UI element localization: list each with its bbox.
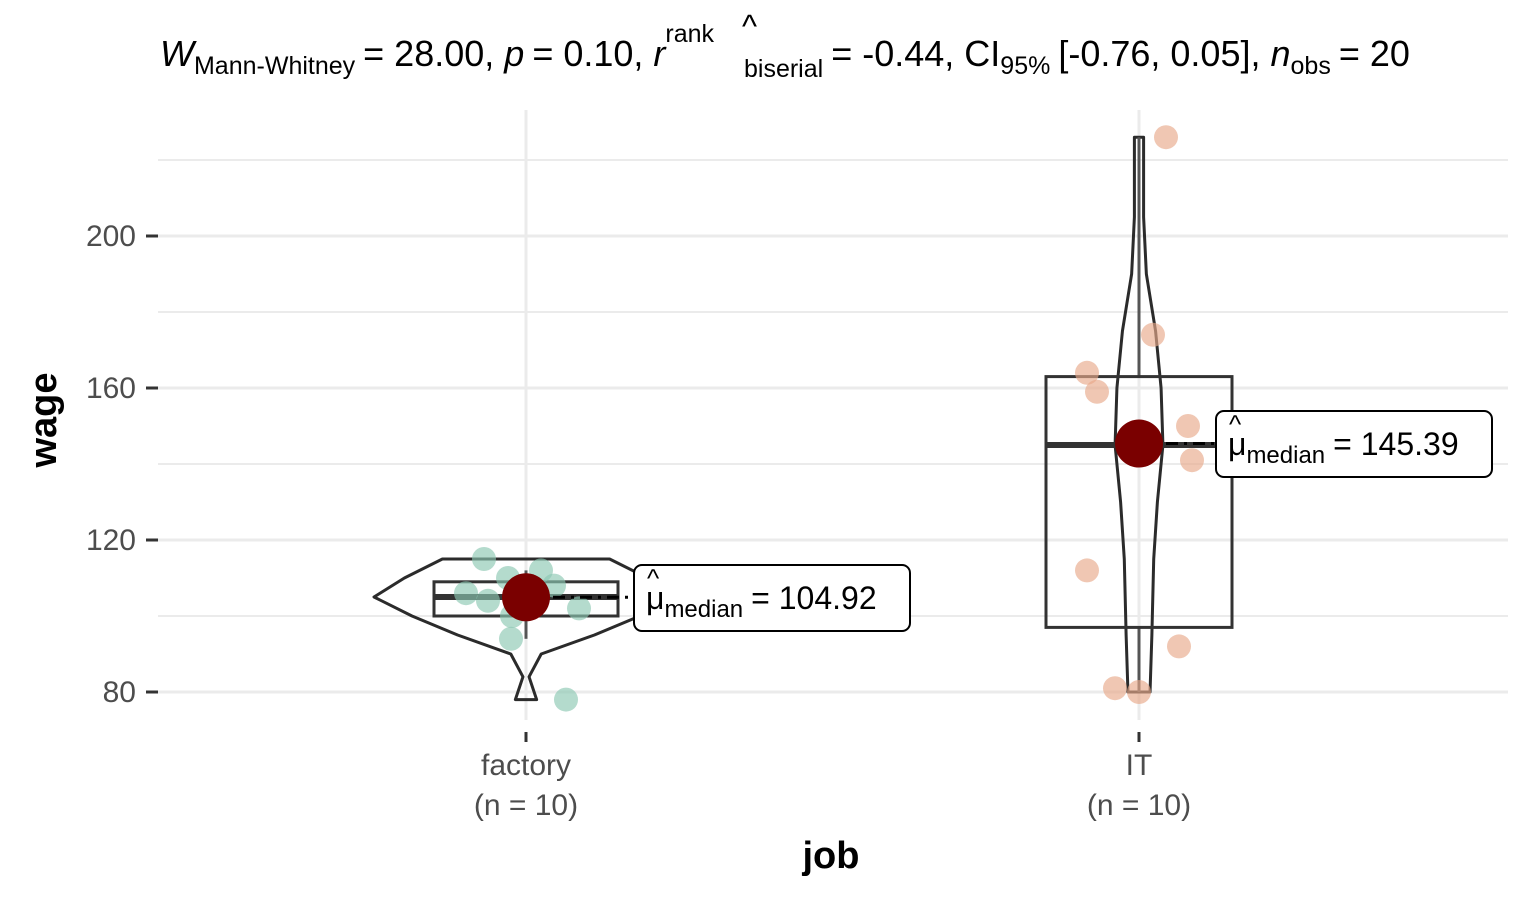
ci-value: [-0.76, 0.05], (1058, 33, 1260, 74)
y-tick-label: 200 (86, 220, 136, 253)
r-superscript: rank (665, 20, 714, 48)
y-tick-label: 80 (103, 676, 136, 709)
median-label: μmedian = 104.92 (646, 580, 877, 623)
violin-outline (372, 557, 680, 702)
data-point (1103, 676, 1127, 701)
x-tick-count-label: (n = 10) (474, 789, 578, 822)
n-value: = 20 (1339, 33, 1410, 74)
data-point (1154, 125, 1178, 150)
r-value: = -0.44, CI (831, 33, 1000, 74)
median-point (502, 573, 550, 622)
y-tick-label: 120 (86, 524, 136, 557)
data-point (1075, 360, 1099, 385)
data-point (1167, 634, 1191, 659)
data-point (1141, 322, 1165, 347)
data-point (1127, 680, 1151, 704)
data-point (1180, 448, 1204, 473)
median-label-box (633, 564, 911, 632)
groups: μmedian = 104.92^μmedian = 145.39^ (372, 125, 1493, 712)
p-symbol: p (503, 33, 524, 74)
stat-value: = 28.00, (363, 33, 494, 74)
median-label-subscript: median (1246, 442, 1325, 469)
x-axis-title: job (802, 835, 860, 877)
r-hat: ^ (742, 8, 757, 44)
p-value: = 0.10, (532, 33, 643, 74)
violin-outline (1113, 135, 1165, 694)
data-point (567, 596, 591, 621)
ci-subscript: 95% (1000, 52, 1050, 80)
median-label-symbol: μ (1228, 426, 1246, 462)
data-point (499, 626, 523, 651)
data-point (554, 687, 578, 712)
median-label-hat: ^ (1229, 409, 1242, 439)
median-label: μmedian = 145.39 (1228, 426, 1459, 469)
x-tick-count-label: (n = 10) (1087, 789, 1191, 822)
median-label-value: = 145.39 (1333, 426, 1458, 462)
x-tick-label: factory (481, 749, 571, 782)
stat-subscript: Mann-Whitney (194, 52, 356, 80)
chart-title: WMann-Whitney = 28.00, p = 0.10, rrank biseri… (160, 8, 1410, 83)
stat-symbol: W (160, 33, 197, 74)
n-symbol: n (1270, 33, 1290, 74)
data-point (454, 581, 478, 606)
y-axis-title: wage (23, 372, 65, 468)
data-point (1176, 414, 1200, 438)
data-point (1075, 558, 1099, 583)
median-point (1115, 419, 1163, 468)
y-tick-label: 160 (86, 372, 136, 405)
r-subscript: biserial (744, 55, 823, 83)
box-iqr (1044, 375, 1234, 629)
median-label-box (1215, 410, 1493, 478)
median-label-symbol: μ (646, 580, 664, 616)
group-factory: μmedian = 104.92 ^ (372, 547, 911, 712)
n-subscript: obs (1291, 52, 1331, 80)
median-label-value: = 104.92 (751, 580, 876, 616)
data-point (1085, 379, 1109, 404)
group-it: μmedian = 145.39 ^ (1044, 125, 1493, 704)
r-symbol: r (653, 33, 667, 74)
data-point (476, 588, 500, 613)
x-tick-label: IT (1126, 749, 1153, 782)
median-label-hat: ^ (647, 563, 660, 593)
median-label-subscript: median (664, 596, 743, 623)
data-point (472, 547, 496, 571)
svg-text:WMann-Whitney= 28.00,p= 0.10,r: WMann-Whitney = 28.00, p = 0.10, rrank biseri… (160, 20, 1410, 83)
axes: 80 120 160 200 factory (n = 10) IT (n = 10) (86, 220, 1191, 822)
